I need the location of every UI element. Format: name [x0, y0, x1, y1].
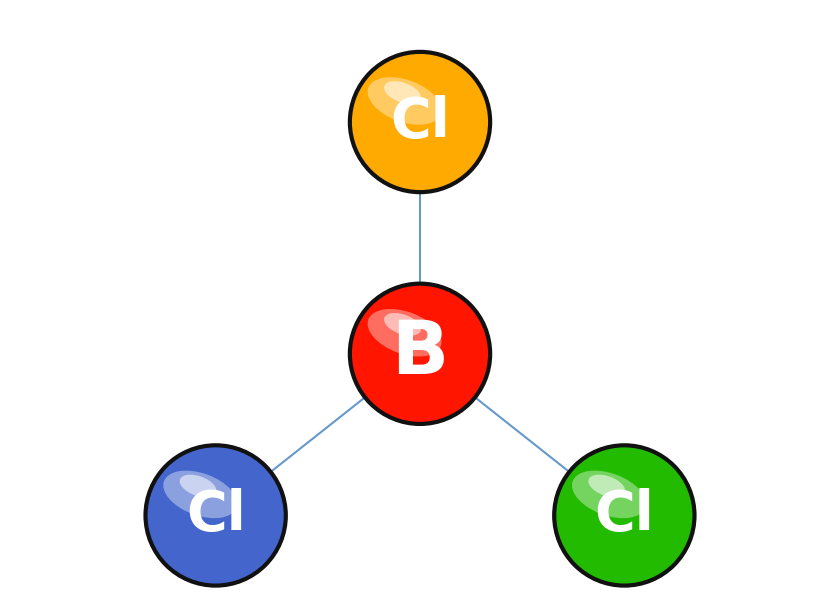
Ellipse shape [384, 81, 421, 104]
Circle shape [349, 52, 491, 192]
Circle shape [554, 445, 695, 586]
Circle shape [145, 445, 286, 586]
Ellipse shape [384, 313, 421, 336]
Text: Cl: Cl [595, 489, 654, 542]
Text: B: B [391, 317, 449, 390]
Ellipse shape [180, 475, 217, 497]
Text: Cl: Cl [390, 95, 450, 149]
Ellipse shape [368, 309, 442, 356]
Text: Cl: Cl [186, 489, 245, 542]
Circle shape [349, 284, 491, 424]
Ellipse shape [368, 77, 442, 124]
Ellipse shape [572, 471, 646, 518]
Ellipse shape [588, 475, 625, 497]
Ellipse shape [163, 471, 237, 518]
